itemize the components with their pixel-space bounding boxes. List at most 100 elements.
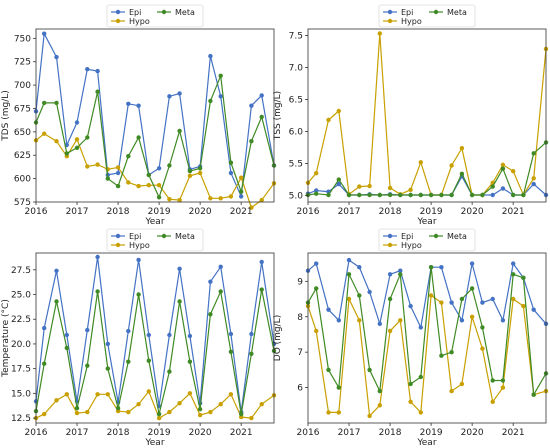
data-point-meta	[377, 388, 382, 394]
x-tick-label: 2019	[420, 428, 443, 438]
data-point-meta	[500, 378, 506, 383]
data-point-hypo	[439, 300, 444, 305]
data-point-hypo	[156, 183, 162, 188]
legend-label-meta: Meta	[447, 8, 467, 17]
data-point-hypo	[126, 180, 131, 185]
data-point-meta	[126, 154, 131, 159]
y-tick-label: 6.5	[289, 95, 303, 105]
data-point-meta	[136, 135, 141, 140]
data-point-hypo	[187, 391, 193, 396]
data-point-hypo	[449, 388, 454, 394]
data-point-meta	[187, 359, 193, 364]
y-tick-label: 25.0	[11, 291, 31, 301]
data-point-epi	[85, 327, 90, 333]
y-tick-label: 5.0	[289, 192, 304, 202]
legend-label-epi: Epi	[129, 232, 141, 241]
data-point-epi	[259, 93, 264, 98]
data-point-meta	[357, 293, 362, 298]
data-point-epi	[136, 257, 141, 263]
x-tick-label: 2017	[338, 428, 361, 438]
series-line-meta	[307, 267, 547, 397]
data-point-meta	[346, 192, 352, 198]
data-point-hypo	[314, 171, 319, 176]
data-point-meta	[490, 184, 495, 189]
data-point-meta	[521, 192, 526, 198]
legend-swatch-marker	[387, 18, 393, 24]
data-point-epi	[126, 328, 131, 334]
data-point-meta	[115, 183, 121, 189]
x-tick-label: 2019	[148, 207, 171, 217]
data-point-meta	[500, 166, 506, 171]
data-point-hypo	[228, 194, 234, 199]
data-point-meta	[105, 366, 111, 371]
data-point-hypo	[531, 176, 536, 181]
data-point-epi	[259, 259, 264, 265]
x-axis-title: Year	[416, 217, 436, 227]
legend-swatch-marker	[387, 9, 393, 15]
data-point-meta	[42, 100, 47, 106]
data-point-meta	[469, 286, 475, 291]
x-tick-label: 2021	[502, 207, 525, 217]
data-point-hypo	[228, 392, 234, 397]
data-point-meta	[259, 287, 264, 292]
y-tick-label: 8	[297, 313, 303, 323]
data-point-epi	[531, 181, 536, 187]
data-point-epi	[218, 94, 223, 99]
legend-label-epi: Epi	[401, 8, 413, 17]
data-point-meta	[459, 296, 465, 302]
y-tick-label: 20.0	[11, 340, 31, 350]
data-point-meta	[167, 163, 172, 168]
data-point-hypo	[259, 197, 264, 203]
data-point-meta	[314, 191, 319, 196]
data-point-hypo	[218, 196, 223, 201]
y-tick-label: 22.5	[11, 315, 31, 325]
data-point-hypo	[511, 169, 516, 174]
data-point-epi	[105, 341, 111, 347]
legend-swatch-marker	[115, 9, 121, 15]
data-point-meta	[126, 359, 131, 364]
data-point-epi	[500, 318, 506, 323]
data-point-meta	[64, 345, 70, 351]
data-point-meta	[239, 411, 244, 417]
data-point-meta	[336, 385, 341, 390]
data-point-meta	[314, 286, 319, 291]
data-point-epi	[239, 194, 244, 199]
data-point-hypo	[511, 296, 516, 302]
data-point-hypo	[115, 165, 121, 170]
data-point-meta	[64, 151, 70, 156]
data-point-epi	[208, 53, 213, 59]
data-point-epi	[208, 279, 213, 284]
data-point-epi	[95, 68, 100, 74]
data-point-hypo	[449, 163, 454, 168]
data-point-meta	[197, 407, 203, 412]
data-point-meta	[469, 192, 475, 198]
data-point-epi	[115, 170, 121, 176]
x-tick-label: 2019	[148, 428, 171, 438]
data-point-meta	[387, 296, 393, 302]
x-tick-label: 2020	[189, 428, 212, 438]
data-point-hypo	[85, 164, 90, 169]
legend-swatch-marker	[387, 233, 393, 239]
x-tick-label: 2020	[461, 207, 484, 217]
data-point-meta	[336, 177, 341, 182]
data-point-hypo	[54, 139, 59, 144]
data-point-hypo	[249, 205, 254, 210]
x-tick-label: 2016	[297, 428, 320, 438]
data-point-meta	[480, 192, 485, 198]
data-point-meta	[95, 289, 100, 294]
legend-swatch-marker	[433, 233, 439, 239]
data-point-hypo	[208, 409, 213, 415]
data-point-meta	[428, 265, 434, 270]
data-point-meta	[239, 189, 244, 194]
data-point-epi	[408, 303, 413, 309]
data-point-epi	[398, 268, 403, 273]
data-point-hypo	[469, 314, 475, 319]
x-tick-label: 2021	[230, 428, 253, 438]
data-point-hypo	[500, 162, 506, 167]
data-point-meta	[249, 139, 254, 144]
data-point-epi	[326, 307, 331, 312]
data-point-epi	[167, 332, 172, 338]
data-point-epi	[346, 257, 352, 263]
data-point-epi	[459, 318, 465, 323]
